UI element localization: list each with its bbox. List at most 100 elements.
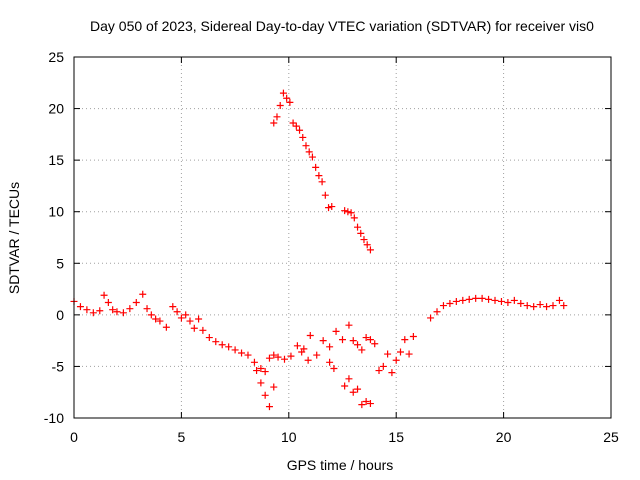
data-point xyxy=(362,397,370,405)
data-point xyxy=(452,297,460,305)
data-point xyxy=(253,367,261,375)
y-tick-label: 20 xyxy=(48,101,64,117)
data-point xyxy=(332,327,340,335)
data-point xyxy=(405,350,413,358)
data-point xyxy=(293,342,301,350)
data-point xyxy=(218,341,226,349)
y-tick-label: 25 xyxy=(48,49,64,65)
data-point xyxy=(212,338,220,346)
data-point xyxy=(257,364,265,372)
data-point xyxy=(409,333,417,341)
data-point xyxy=(366,246,374,254)
data-point xyxy=(478,294,486,302)
data-point xyxy=(305,148,313,156)
data-point xyxy=(396,348,404,356)
x-axis-label: GPS time / hours xyxy=(287,457,394,473)
series-low-dips xyxy=(253,348,374,411)
data-point xyxy=(147,311,155,319)
data-point xyxy=(270,351,278,359)
data-point xyxy=(261,391,269,399)
data-point xyxy=(286,98,294,106)
data-point xyxy=(388,369,396,377)
data-point xyxy=(265,354,273,362)
data-point xyxy=(302,142,310,150)
data-point xyxy=(366,400,374,408)
data-point xyxy=(139,290,147,298)
data-point xyxy=(83,306,91,314)
data-point xyxy=(265,403,273,411)
data-point xyxy=(349,388,357,396)
data-point xyxy=(349,337,357,345)
data-point xyxy=(358,401,366,409)
data-point xyxy=(238,349,246,357)
data-point xyxy=(446,300,454,308)
data-point xyxy=(319,337,327,345)
data-point xyxy=(485,295,493,303)
data-point xyxy=(113,308,121,316)
data-point xyxy=(199,326,207,334)
data-point xyxy=(357,229,365,237)
data-point xyxy=(362,334,370,342)
series-high-arc xyxy=(270,89,336,212)
data-point xyxy=(109,306,117,314)
data-point xyxy=(312,163,320,171)
data-point xyxy=(162,323,170,331)
data-point xyxy=(560,302,568,310)
data-point xyxy=(315,172,323,180)
data-point xyxy=(289,119,297,127)
data-point xyxy=(177,314,185,322)
data-point xyxy=(366,336,374,344)
data-point xyxy=(244,351,252,359)
data-point xyxy=(195,315,203,323)
data-points xyxy=(70,89,568,411)
data-point xyxy=(325,204,333,212)
data-point xyxy=(152,315,160,323)
data-point xyxy=(549,302,557,310)
data-point xyxy=(296,126,304,134)
data-point xyxy=(392,356,400,364)
data-point xyxy=(205,334,213,342)
data-point xyxy=(363,241,371,249)
data-point xyxy=(354,385,362,393)
data-point xyxy=(330,364,338,372)
data-point xyxy=(358,346,366,354)
data-point xyxy=(281,355,289,363)
axis-ticks xyxy=(73,56,612,419)
data-point xyxy=(169,303,177,311)
data-point xyxy=(328,203,336,211)
data-point xyxy=(350,214,358,222)
data-point xyxy=(304,356,312,364)
series-low-arc xyxy=(70,290,417,377)
data-point xyxy=(186,317,194,325)
data-point xyxy=(341,207,349,215)
data-point xyxy=(96,307,104,315)
data-point xyxy=(339,336,346,344)
data-point xyxy=(375,367,383,375)
series-mid-arc xyxy=(341,207,374,254)
data-point xyxy=(491,296,499,304)
data-point xyxy=(321,191,329,199)
x-tick-label: 20 xyxy=(496,429,512,445)
data-point xyxy=(283,94,291,102)
data-point xyxy=(182,311,190,319)
data-point xyxy=(344,208,352,216)
data-point xyxy=(371,340,379,348)
data-point xyxy=(270,383,278,391)
data-point xyxy=(530,303,538,311)
data-point xyxy=(276,101,284,109)
data-point xyxy=(173,308,181,316)
data-point xyxy=(190,324,198,332)
data-point xyxy=(347,209,355,217)
data-point xyxy=(261,368,269,376)
chart-title: Day 050 of 2023, Sidereal Day-to-day VTE… xyxy=(90,18,594,34)
data-point xyxy=(345,375,353,383)
x-tick-label: 5 xyxy=(178,429,186,445)
grid-lines xyxy=(74,57,611,418)
data-point xyxy=(497,297,505,305)
y-tick-label: 10 xyxy=(48,204,64,220)
data-point xyxy=(76,303,84,311)
data-point xyxy=(341,382,349,390)
data-point xyxy=(231,346,239,354)
y-tick-labels: -10 -5 0 5 10 15 20 25 xyxy=(44,49,64,426)
